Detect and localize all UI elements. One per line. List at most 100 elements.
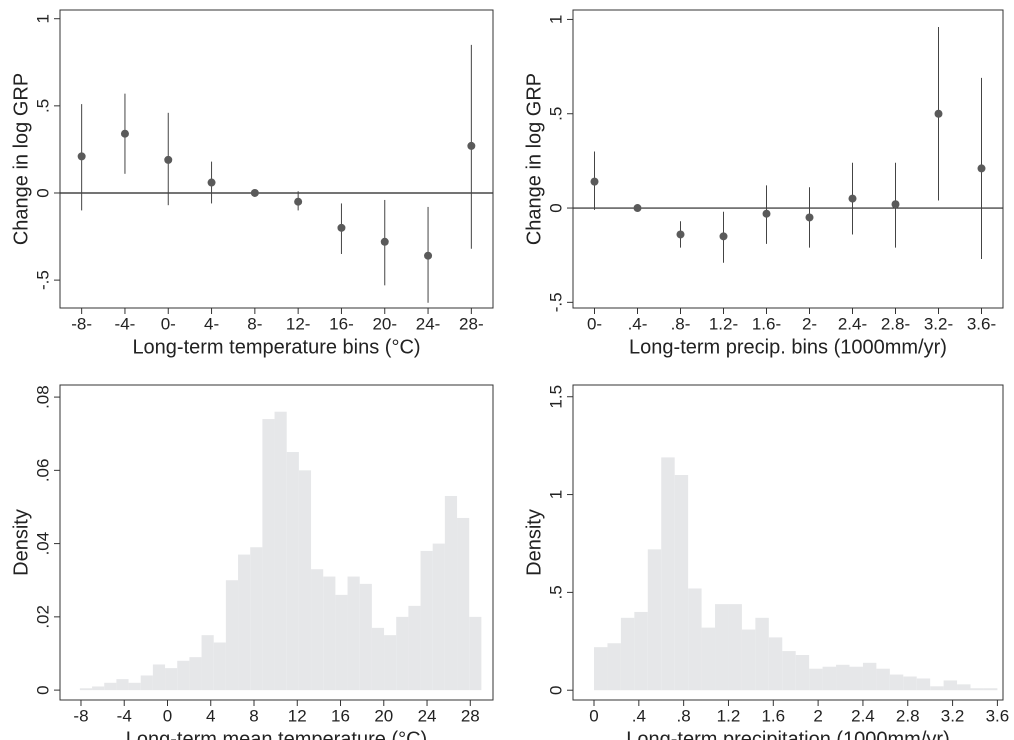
bar (647, 549, 662, 691)
point (934, 109, 943, 118)
bar (943, 680, 958, 691)
plot-frame (59, 9, 494, 309)
bar (140, 675, 153, 691)
bar (741, 629, 756, 691)
bar (916, 678, 931, 691)
x-tick-label: 28- (459, 314, 484, 333)
bar (274, 411, 287, 691)
y-tick-label: .02 (33, 605, 52, 629)
x-tick-label: 28 (461, 706, 480, 725)
y-axis-label: Change in log GRP (10, 73, 32, 245)
x-tick-label: 12- (286, 314, 311, 333)
bar (755, 617, 769, 691)
point (207, 178, 216, 187)
x-tick-label: 2.8- (881, 314, 910, 333)
y-tick-label: 0 (546, 685, 565, 694)
bar (701, 627, 716, 691)
x-tick-label: 0 (589, 706, 598, 725)
point (977, 164, 986, 173)
x-tick-label: 8 (249, 706, 258, 725)
y-tick-label: 1 (546, 490, 565, 499)
point (633, 204, 642, 213)
bar (201, 635, 214, 691)
x-tick-label: 12 (288, 706, 307, 725)
bar (469, 616, 482, 691)
bar (238, 554, 251, 691)
point (762, 209, 771, 218)
x-tick-label: .8- (671, 314, 691, 333)
x-tick-label: -4- (115, 314, 136, 333)
point (164, 155, 173, 164)
x-axis-label: Long-term precip. bins (1000mm/yr) (629, 336, 947, 358)
x-tick-label: .4 (632, 706, 646, 725)
y-tick-label: -.5 (33, 270, 52, 290)
point (805, 213, 814, 222)
y-axis-label: Change in log GRP (523, 73, 545, 245)
x-tick-label: 20 (374, 706, 393, 725)
bar (213, 642, 226, 691)
bar (849, 666, 863, 691)
x-tick-label: 4 (206, 706, 215, 725)
x-tick-label: 2.4- (838, 314, 867, 333)
point (676, 230, 685, 239)
y-tick-label: .5 (546, 107, 565, 121)
y-tick-label: .08 (33, 385, 52, 409)
bar (420, 550, 433, 691)
bar (152, 664, 166, 691)
point (250, 188, 259, 197)
bar (728, 604, 742, 691)
plot-frame (59, 384, 494, 701)
x-tick-label: .4- (628, 314, 648, 333)
bar (128, 682, 141, 691)
bar (79, 688, 93, 691)
bar (177, 660, 190, 691)
point (848, 194, 857, 203)
x-tick-label: 3.6- (967, 314, 996, 333)
x-tick-label: 1.6 (761, 706, 785, 725)
bar (396, 616, 409, 691)
x-tick-label: 24- (416, 314, 441, 333)
bar (311, 569, 324, 691)
y-tick-label: .5 (546, 585, 565, 599)
x-tick-label: 1.2- (709, 314, 738, 333)
x-tick-label: .8 (677, 706, 691, 725)
bar (983, 688, 998, 691)
x-axis-label: Long-term mean temperature (°C) (126, 728, 427, 740)
bar (782, 651, 796, 691)
x-tick-label: 0- (587, 314, 602, 333)
x-tick-label: 4- (204, 314, 219, 333)
bar (298, 470, 312, 691)
bar (335, 594, 348, 691)
plot-frame (572, 384, 1004, 701)
x-tick-label: -8 (73, 706, 88, 725)
bar (225, 580, 239, 691)
bar (674, 475, 689, 691)
bar (661, 457, 675, 691)
bar (262, 419, 275, 691)
x-tick-label: 1.6- (752, 314, 781, 333)
point (424, 251, 433, 260)
x-tick-label: 2.4 (851, 706, 875, 725)
x-tick-label: 3.2 (941, 706, 965, 725)
x-tick-label: 24 (418, 706, 437, 725)
bar (92, 686, 105, 691)
y-tick-label: 1 (33, 14, 52, 23)
x-tick-label: 0 (163, 706, 172, 725)
x-tick-label: 0- (161, 314, 176, 333)
bar (189, 657, 202, 691)
bar (970, 688, 984, 691)
x-tick-label: 2- (802, 314, 817, 333)
x-tick-label: 20- (372, 314, 397, 333)
bar (957, 684, 971, 691)
bar (889, 674, 904, 691)
point (120, 129, 129, 138)
y-axis-label: Density (10, 509, 32, 576)
bar (862, 662, 877, 691)
x-tick-label: 8- (247, 314, 262, 333)
plot-frame (572, 9, 1004, 309)
bar (116, 679, 129, 691)
bar (795, 655, 810, 691)
bar (876, 668, 890, 691)
x-tick-label: -8- (71, 314, 92, 333)
